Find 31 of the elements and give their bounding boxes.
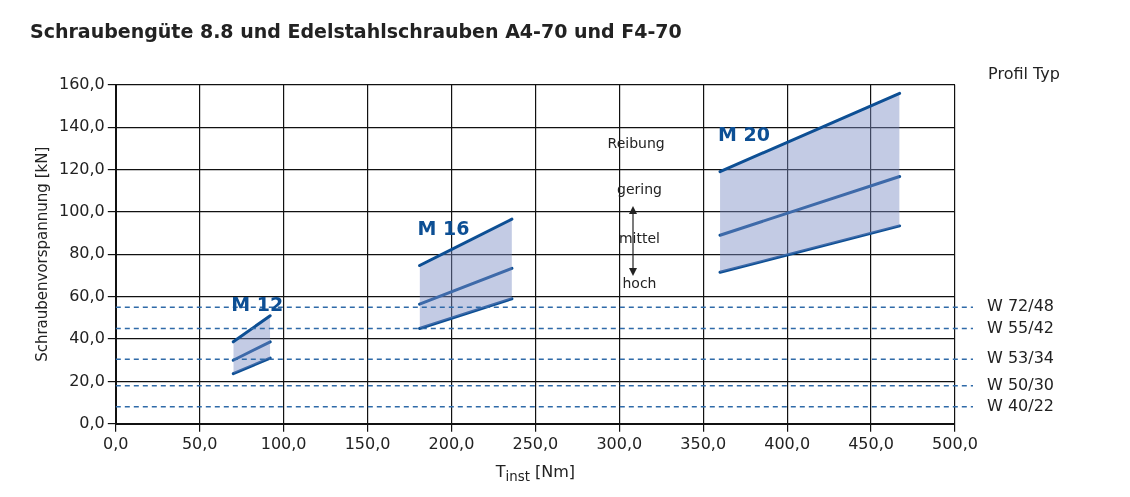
y-tick-label: 60,0: [69, 285, 105, 305]
ref-line-label: W 40/22: [987, 396, 1055, 416]
x-tick-label: 100,0: [260, 433, 307, 453]
ref-line-label: W 53/34: [987, 348, 1055, 368]
y-tick-label: 0,0: [79, 412, 105, 432]
x-tick-label: 450,0: [848, 433, 894, 453]
y-tick-label: 20,0: [69, 370, 105, 390]
series-label: M 20: [718, 123, 770, 146]
ref-line-label: W 72/48: [987, 296, 1055, 316]
chart-title: Schraubengüte 8.8 und Edelstahlschrauben A4-70 und F4-70: [30, 20, 682, 43]
x-tick-label: 150,0: [344, 433, 391, 453]
x-tick-label: 500,0: [932, 433, 978, 453]
x-tick-label: 200,0: [428, 433, 475, 453]
x-tick-label: 300,0: [596, 433, 643, 453]
y-tick-label: 160,0: [58, 73, 105, 93]
y-axis-title: Schraubenvorspannung [kN]: [32, 146, 51, 362]
x-tick-label: 350,0: [680, 433, 727, 453]
y-tick-label: 140,0: [58, 116, 105, 136]
annotation: hoch: [622, 274, 657, 291]
y-tick-label: 100,0: [58, 201, 105, 221]
x-tick-label: 50,0: [181, 433, 218, 453]
y-tick-label: 80,0: [69, 243, 105, 263]
x-tick-label: 400,0: [764, 433, 811, 453]
x-axis-title: T$_{inst}$ [Nm]: [494, 461, 576, 484]
x-tick-label: 0,0: [103, 433, 129, 453]
ref-line-label: W 50/30: [987, 374, 1055, 394]
ref-line-label: W 55/42: [987, 317, 1055, 337]
y-tick-label: 40,0: [69, 328, 105, 348]
text: Profil Typ: [988, 63, 1060, 83]
y-tick-label: 120,0: [58, 158, 105, 178]
x-tick-label: 250,0: [512, 433, 559, 453]
